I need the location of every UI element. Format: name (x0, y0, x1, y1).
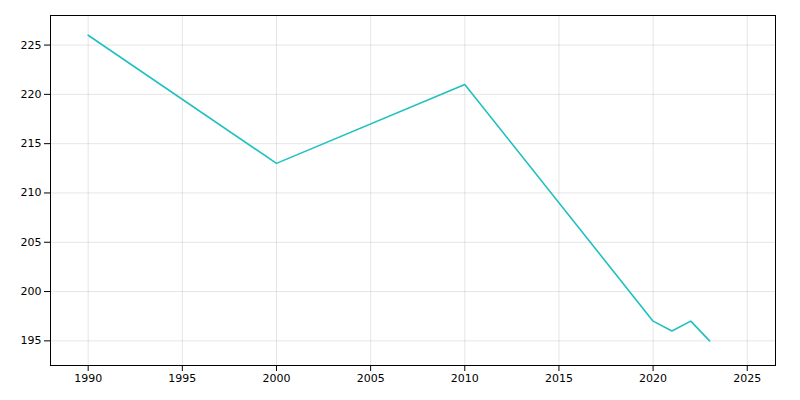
svg-text:2000: 2000 (262, 372, 290, 385)
svg-text:200: 200 (21, 285, 42, 298)
svg-text:205: 205 (21, 236, 42, 249)
svg-text:195: 195 (21, 334, 42, 347)
svg-text:2020: 2020 (639, 372, 667, 385)
svg-text:215: 215 (21, 137, 42, 150)
svg-text:2010: 2010 (451, 372, 479, 385)
svg-text:210: 210 (21, 186, 42, 199)
svg-text:2025: 2025 (733, 372, 761, 385)
svg-text:220: 220 (21, 88, 42, 101)
svg-text:1995: 1995 (168, 372, 196, 385)
svg-text:2015: 2015 (545, 372, 573, 385)
svg-text:2005: 2005 (357, 372, 385, 385)
svg-text:225: 225 (21, 39, 42, 52)
svg-text:1990: 1990 (74, 372, 102, 385)
